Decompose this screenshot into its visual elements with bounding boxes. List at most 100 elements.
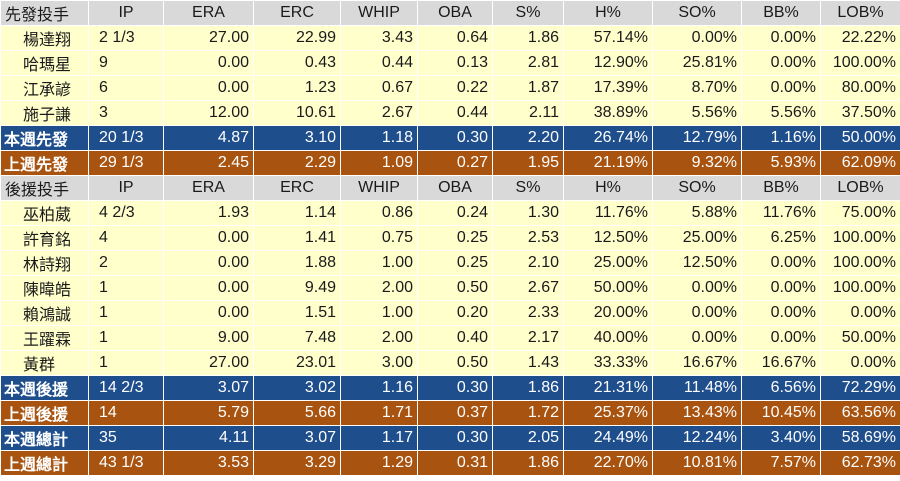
cell-name: 黃群 xyxy=(0,350,89,376)
column-header-whip: WHIP xyxy=(340,175,418,201)
cell-era: 27.00 xyxy=(163,350,254,376)
cell-ip: 14 xyxy=(88,400,164,426)
cell-bb-pct: 6.56% xyxy=(741,375,821,401)
cell-erc: 10.61 xyxy=(253,100,341,126)
last-week-summary-row: 上週後援 14 5.79 5.66 1.71 0.37 1.72 25.37% 13.43% 10… xyxy=(0,400,900,426)
cell-name: 本週先發 xyxy=(0,125,89,151)
cell-oba: 0.40 xyxy=(417,325,493,351)
cell-bb-pct: 7.57% xyxy=(741,450,821,476)
column-header-h-pct: H% xyxy=(563,0,653,26)
cell-s-pct: 2.05 xyxy=(492,425,564,451)
cell-oba: 0.30 xyxy=(417,375,493,401)
cell-ip: 2 xyxy=(88,250,164,276)
cell-h-pct: 25.00% xyxy=(563,250,653,276)
cell-bb-pct: 0.00% xyxy=(741,325,821,351)
cell-era: 3.53 xyxy=(163,450,254,476)
cell-whip: 1.09 xyxy=(340,150,418,176)
column-header-name: 後援投手 xyxy=(0,175,89,201)
cell-so-pct: 16.67% xyxy=(652,350,742,376)
cell-whip: 0.44 xyxy=(340,50,418,76)
cell-erc: 1.51 xyxy=(253,300,341,326)
cell-name: 巫柏葳 xyxy=(0,200,89,226)
cell-era: 1.93 xyxy=(163,200,254,226)
cell-erc: 0.43 xyxy=(253,50,341,76)
cell-bb-pct: 10.45% xyxy=(741,400,821,426)
column-header-s-pct: S% xyxy=(492,175,564,201)
cell-whip: 2.00 xyxy=(340,325,418,351)
player-row: 巫柏葳 4 2/3 1.93 1.14 0.86 0.24 1.30 11.76% 5.88% 1… xyxy=(0,200,900,226)
cell-lob-pct: 63.56% xyxy=(820,400,900,426)
cell-lob-pct: 22.22% xyxy=(820,25,900,51)
cell-whip: 3.00 xyxy=(340,350,418,376)
cell-oba: 0.30 xyxy=(417,425,493,451)
cell-erc: 7.48 xyxy=(253,325,341,351)
cell-bb-pct: 6.25% xyxy=(741,225,821,251)
cell-h-pct: 38.89% xyxy=(563,100,653,126)
cell-name: 施子謙 xyxy=(0,100,89,126)
column-header-name: 先發投手 xyxy=(0,0,89,26)
cell-whip: 1.00 xyxy=(340,300,418,326)
cell-oba: 0.25 xyxy=(417,225,493,251)
cell-whip: 1.29 xyxy=(340,450,418,476)
cell-s-pct: 1.87 xyxy=(492,75,564,101)
cell-h-pct: 12.50% xyxy=(563,225,653,251)
cell-oba: 0.50 xyxy=(417,350,493,376)
cell-h-pct: 11.76% xyxy=(563,200,653,226)
cell-whip: 2.67 xyxy=(340,100,418,126)
cell-ip: 1 xyxy=(88,350,164,376)
cell-lob-pct: 80.00% xyxy=(820,75,900,101)
cell-bb-pct: 0.00% xyxy=(741,50,821,76)
cell-name: 王躍霖 xyxy=(0,325,89,351)
cell-bb-pct: 0.00% xyxy=(741,75,821,101)
cell-so-pct: 0.00% xyxy=(652,25,742,51)
cell-name: 本週後援 xyxy=(0,375,89,401)
cell-s-pct: 2.17 xyxy=(492,325,564,351)
cell-so-pct: 5.56% xyxy=(652,100,742,126)
cell-whip: 1.18 xyxy=(340,125,418,151)
cell-oba: 0.27 xyxy=(417,150,493,176)
cell-h-pct: 25.37% xyxy=(563,400,653,426)
cell-erc: 3.02 xyxy=(253,375,341,401)
cell-s-pct: 1.43 xyxy=(492,350,564,376)
cell-ip: 20 1/3 xyxy=(88,125,164,151)
cell-lob-pct: 100.00% xyxy=(820,275,900,301)
player-row: 林詩翔 2 0.00 1.88 1.00 0.25 2.10 25.00% 12.50% 0.00… xyxy=(0,250,900,276)
cell-name: 本週總計 xyxy=(0,425,89,451)
column-header-lob-pct: LOB% xyxy=(820,175,900,201)
cell-lob-pct: 100.00% xyxy=(820,50,900,76)
cell-erc: 5.66 xyxy=(253,400,341,426)
column-header-lob-pct: LOB% xyxy=(820,0,900,26)
player-row: 許育銘 4 0.00 1.41 0.75 0.25 2.53 12.50% 25.00% 6.25… xyxy=(0,225,900,251)
cell-oba: 0.13 xyxy=(417,50,493,76)
player-row: 賴鴻誠 1 0.00 1.51 1.00 0.20 2.33 20.00% 0.00% 0.00%… xyxy=(0,300,900,326)
cell-whip: 0.86 xyxy=(340,200,418,226)
cell-lob-pct: 100.00% xyxy=(820,225,900,251)
cell-erc: 1.88 xyxy=(253,250,341,276)
cell-s-pct: 2.11 xyxy=(492,100,564,126)
cell-bb-pct: 0.00% xyxy=(741,275,821,301)
cell-s-pct: 2.33 xyxy=(492,300,564,326)
cell-whip: 2.00 xyxy=(340,275,418,301)
cell-erc: 1.41 xyxy=(253,225,341,251)
cell-oba: 0.50 xyxy=(417,275,493,301)
cell-erc: 3.10 xyxy=(253,125,341,151)
cell-s-pct: 1.86 xyxy=(492,450,564,476)
column-header-oba: OBA xyxy=(417,0,493,26)
cell-lob-pct: 37.50% xyxy=(820,100,900,126)
cell-h-pct: 20.00% xyxy=(563,300,653,326)
column-header-so-pct: SO% xyxy=(652,175,742,201)
cell-lob-pct: 72.29% xyxy=(820,375,900,401)
cell-so-pct: 13.43% xyxy=(652,400,742,426)
cell-name: 陳暐皓 xyxy=(0,275,89,301)
last-week-summary-row: 上週先發 29 1/3 2.45 2.29 1.09 0.27 1.95 21.19% 9.32… xyxy=(0,150,900,176)
cell-era: 2.45 xyxy=(163,150,254,176)
last-week-summary-row: 上週總計 43 1/3 3.53 3.29 1.29 0.31 1.86 22.70% 10.8… xyxy=(0,450,900,476)
cell-ip: 2 1/3 xyxy=(88,25,164,51)
player-row: 江承諺 6 0.00 1.23 0.67 0.22 1.87 17.39% 8.70% 0.00%… xyxy=(0,75,900,101)
cell-era: 12.00 xyxy=(163,100,254,126)
cell-s-pct: 2.10 xyxy=(492,250,564,276)
cell-ip: 4 xyxy=(88,225,164,251)
cell-name: 賴鴻誠 xyxy=(0,300,89,326)
cell-lob-pct: 0.00% xyxy=(820,300,900,326)
cell-era: 27.00 xyxy=(163,25,254,51)
